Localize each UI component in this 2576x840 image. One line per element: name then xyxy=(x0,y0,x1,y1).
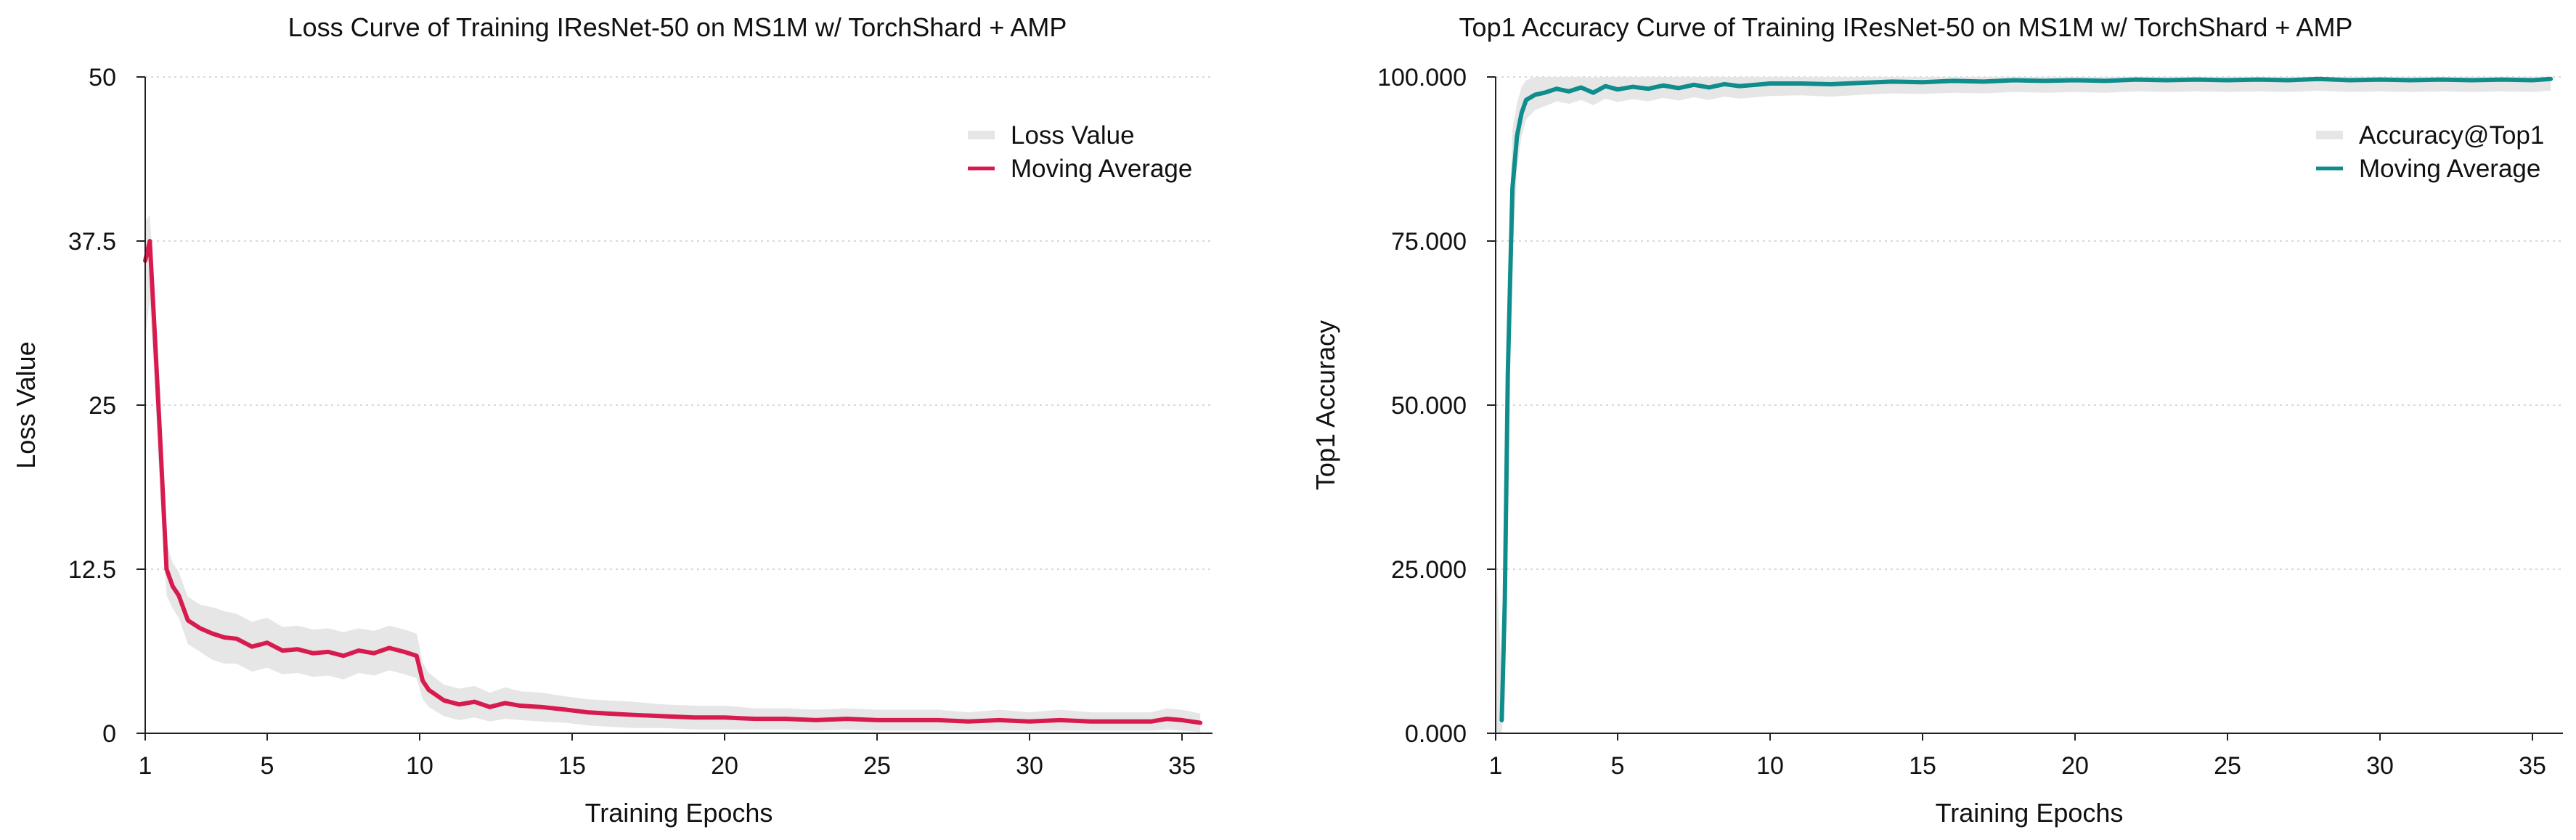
x-tick-labels: 1 5 10 15 20 25 30 35 xyxy=(1489,733,2546,780)
x-tick-label: 15 xyxy=(558,752,586,780)
legend-entry-accuracy-top1: Accuracy@Top1 xyxy=(2359,121,2544,150)
legend-entry-loss-value: Loss Value xyxy=(1011,121,1135,150)
x-tick-label: 1 xyxy=(1489,752,1503,780)
chart-title: Top1 Accuracy Curve of Training IResNet-… xyxy=(1459,12,2353,42)
x-axis-label: Training Epochs xyxy=(1936,798,2124,828)
legend: Loss Value Moving Average xyxy=(968,121,1192,183)
x-tick-label: 5 xyxy=(261,752,274,780)
x-tick-label: 10 xyxy=(406,752,433,780)
x-tick-label: 25 xyxy=(863,752,891,780)
x-axis-label: Training Epochs xyxy=(585,798,773,828)
accuracy-moving-average-line xyxy=(1499,76,2553,722)
x-tick-label: 30 xyxy=(2366,752,2394,780)
x-tick-label: 35 xyxy=(1168,752,1196,780)
loss-moving-average-line xyxy=(143,239,1203,725)
y-tick-label: 75.000 xyxy=(1391,228,1467,256)
y-tick-label: 50.000 xyxy=(1391,392,1467,420)
y-tick-label: 25 xyxy=(89,392,116,420)
series-line-moving-average xyxy=(143,239,1203,725)
x-tick-label: 1 xyxy=(139,752,152,780)
x-tick-labels: 1 5 10 15 20 25 30 35 xyxy=(139,733,1196,780)
legend-entry-moving-average: Moving Average xyxy=(1011,155,1192,183)
y-tick-label: 0 xyxy=(102,720,116,748)
loss-value-band xyxy=(145,214,1201,733)
x-tick-label: 20 xyxy=(2061,752,2089,780)
x-tick-label: 25 xyxy=(2214,752,2241,780)
x-tick-label: 30 xyxy=(1016,752,1043,780)
y-tick-labels: 0.000 25.000 50.000 75.000 100.000 xyxy=(1377,64,1496,748)
legend-entry-moving-average: Moving Average xyxy=(2359,155,2540,183)
y-tick-label: 50 xyxy=(89,64,116,91)
series-line-moving-average xyxy=(1499,76,2553,722)
y-tick-labels: 0 12.5 25 37.5 50 xyxy=(68,64,145,748)
chart-title: Loss Curve of Training IResNet-50 on MS1… xyxy=(288,12,1067,42)
y-tick-label: 12.5 xyxy=(68,556,116,584)
legend: Accuracy@Top1 Moving Average xyxy=(2316,121,2544,183)
x-tick-label: 5 xyxy=(1611,752,1625,780)
x-tick-label: 35 xyxy=(2519,752,2546,780)
y-tick-label: 37.5 xyxy=(68,228,116,256)
y-axis-label: Top1 Accuracy xyxy=(1311,320,1340,490)
y-axis-label: Loss Value xyxy=(11,341,41,468)
x-tick-label: 15 xyxy=(1909,752,1936,780)
series-band-loss-value xyxy=(145,214,1201,733)
accuracy-chart: Top1 Accuracy Curve of Training IResNet-… xyxy=(1311,12,2563,828)
y-tick-label: 100.000 xyxy=(1377,64,1467,91)
y-tick-label: 25.000 xyxy=(1391,556,1467,584)
x-tick-label: 10 xyxy=(1756,752,1784,780)
loss-chart: Loss Curve of Training IResNet-50 on MS1… xyxy=(11,12,1212,828)
x-tick-label: 20 xyxy=(711,752,738,780)
y-tick-label: 0.000 xyxy=(1405,720,1467,748)
